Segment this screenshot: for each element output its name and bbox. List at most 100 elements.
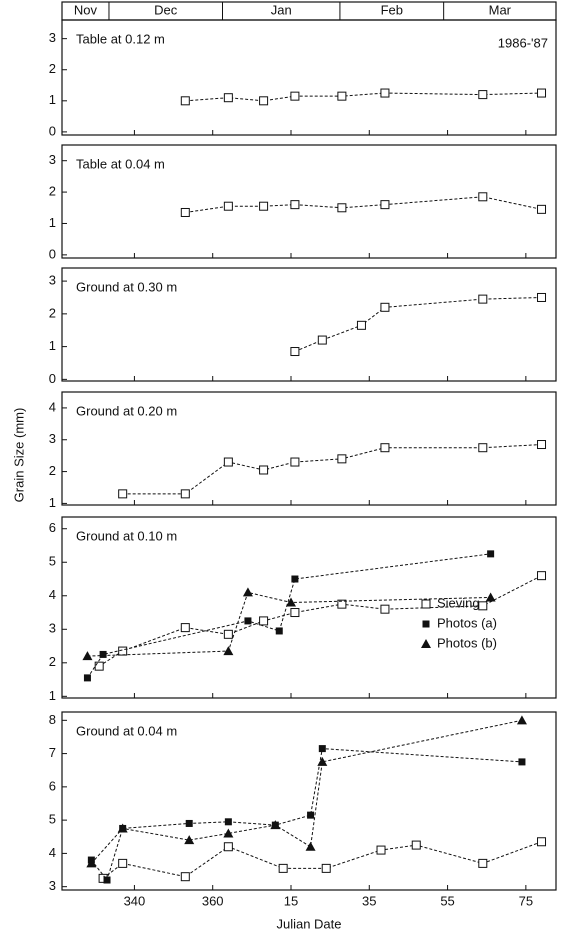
data-point <box>478 601 488 611</box>
panel-frame <box>61 711 557 891</box>
y-tick-label: 0 <box>49 123 56 138</box>
y-tick-label: 1 <box>49 688 56 703</box>
data-point <box>259 616 269 626</box>
series-line <box>185 92 542 102</box>
legend-label: Sieving <box>437 595 480 610</box>
panel-frame <box>61 144 557 259</box>
panel-frame <box>61 391 557 506</box>
y-tick-label: 0 <box>49 371 56 386</box>
data-point <box>259 465 269 475</box>
data-point <box>223 201 233 211</box>
data-point <box>337 599 347 609</box>
data-point <box>478 294 488 304</box>
series-line <box>122 444 542 495</box>
series-line <box>294 296 542 352</box>
y-tick-label: 3 <box>49 431 56 446</box>
panel-frame <box>61 267 557 382</box>
data-point <box>478 858 488 868</box>
data-point <box>242 587 253 597</box>
y-tick-label: 2 <box>49 61 56 76</box>
data-point <box>537 837 547 847</box>
data-point <box>380 200 390 210</box>
y-tick-label: 3 <box>49 30 56 45</box>
series-line <box>90 719 523 864</box>
y-tick-label: 3 <box>49 273 56 288</box>
y-tick-label: 2 <box>49 184 56 199</box>
data-point <box>321 863 331 873</box>
data-point <box>118 858 128 868</box>
annotation: 1986-'87 <box>498 35 548 50</box>
data-point <box>291 575 299 583</box>
data-point <box>337 454 347 464</box>
data-point <box>537 88 547 98</box>
data-point <box>82 651 93 661</box>
data-point <box>337 203 347 213</box>
data-point <box>185 819 193 827</box>
x-tick-label: 35 <box>362 893 376 908</box>
y-tick-label: 4 <box>49 845 56 860</box>
data-point <box>180 96 190 106</box>
data-point <box>223 457 233 467</box>
data-point <box>180 207 190 217</box>
month-label: Mar <box>489 2 512 17</box>
data-point <box>380 443 390 453</box>
data-point <box>518 758 526 766</box>
data-point <box>180 623 190 633</box>
data-point <box>380 302 390 312</box>
panel-label: Ground at 0.04 m <box>76 723 177 738</box>
data-point <box>118 646 128 656</box>
month-label: Jan <box>271 2 292 17</box>
data-point <box>103 876 111 884</box>
month-header <box>61 1 557 21</box>
data-point <box>305 841 316 851</box>
y-tick-label: 8 <box>49 712 56 727</box>
data-point <box>317 335 327 345</box>
series-line <box>185 196 542 213</box>
data-point <box>244 617 252 625</box>
data-point <box>290 608 300 618</box>
data-point <box>118 489 128 499</box>
y-tick-label: 1 <box>49 338 56 353</box>
y-tick-label: 6 <box>49 520 56 535</box>
data-point <box>270 820 281 830</box>
data-point <box>307 811 315 819</box>
data-point <box>478 443 488 453</box>
legend-label: Photos (b) <box>437 635 497 650</box>
y-tick-label: 2 <box>49 305 56 320</box>
data-point <box>94 661 104 671</box>
series-line <box>90 748 522 882</box>
data-point <box>278 863 288 873</box>
data-point <box>223 93 233 103</box>
series-line <box>98 575 542 667</box>
data-point <box>356 320 366 330</box>
data-point <box>285 597 296 607</box>
x-tick-label: 75 <box>519 893 533 908</box>
data-point <box>487 550 495 558</box>
month-label: Dec <box>154 2 178 17</box>
data-point <box>83 674 91 682</box>
data-point <box>537 292 547 302</box>
y-axis-label: Grain Size (mm) <box>11 408 26 503</box>
panel-frame <box>61 516 557 699</box>
data-point <box>376 845 386 855</box>
data-point <box>380 604 390 614</box>
x-tick-label: 15 <box>284 893 298 908</box>
series-line <box>102 841 542 879</box>
data-point <box>537 204 547 214</box>
panel-frame <box>61 19 557 136</box>
y-tick-label: 4 <box>49 399 56 414</box>
data-point <box>290 347 300 357</box>
x-tick-label: 55 <box>440 893 454 908</box>
data-point <box>223 842 233 852</box>
panel-label: Ground at 0.30 m <box>76 279 177 294</box>
legend-marker <box>422 620 430 628</box>
month-label: Feb <box>381 2 403 17</box>
panel-label: Ground at 0.10 m <box>76 528 177 543</box>
month-label: Nov <box>74 2 98 17</box>
data-point <box>478 90 488 100</box>
data-point <box>318 745 326 753</box>
data-point <box>290 91 300 101</box>
data-point <box>223 828 234 838</box>
y-tick-label: 0 <box>49 246 56 261</box>
